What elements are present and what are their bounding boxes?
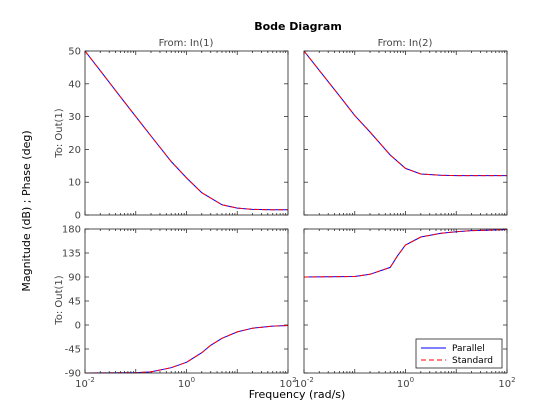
- x-tick-label: 102: [498, 376, 515, 390]
- plot-area: [304, 51, 507, 215]
- panel-magnitude-1: 0 10 20 30 40 50: [68, 47, 289, 222]
- legend-box: [415, 338, 503, 369]
- y-tick-label: 20: [68, 145, 81, 156]
- x-tick-label: 102: [279, 376, 296, 390]
- y-tick-label: -90: [65, 369, 81, 380]
- x-tick-label: 100: [178, 376, 195, 390]
- series-line-parallel: [84, 325, 289, 374]
- plot-frame: [84, 228, 289, 374]
- plot-frame: [303, 50, 508, 216]
- y-tick-label: -45: [65, 345, 81, 356]
- panel-magnitude-2: [303, 50, 508, 216]
- chart-title: Bode Diagram: [254, 20, 342, 33]
- y-tick-label: 0: [75, 211, 81, 222]
- x-tick-label: 10-2: [294, 376, 314, 390]
- y-tick-label: 30: [68, 112, 81, 123]
- x-tick-label: 10-2: [75, 376, 95, 390]
- row-label-phase: To: Out(1): [54, 275, 65, 325]
- plot-frame: [84, 50, 289, 216]
- plot-area: [85, 51, 288, 215]
- legend-label-standard: Standard: [452, 356, 493, 366]
- series-line-standard: [303, 229, 508, 278]
- series-line-standard: [303, 50, 507, 177]
- panel-phase-1: -90 -45 0 45 90 135 180 10-2 100 102: [62, 225, 297, 391]
- x-axis-label: Frequency (rad/s): [249, 388, 346, 401]
- series-line-standard: [84, 50, 288, 211]
- y-tick-label: 90: [68, 273, 81, 284]
- y-axis-label: Magnitude (dB) ; Phase (deg): [20, 130, 33, 291]
- legend: Parallel Standard: [415, 338, 503, 369]
- column-title-in1: From: In(1): [159, 38, 214, 49]
- plot-frame: [303, 228, 508, 374]
- y-tick-label: 40: [68, 79, 81, 90]
- column-title-in2: From: In(2): [378, 38, 433, 49]
- plot-area: [85, 229, 288, 373]
- y-tick-label: 45: [68, 297, 81, 308]
- row-label-magnitude: To: Out(1): [54, 108, 65, 158]
- x-tick-label: 100: [397, 376, 414, 390]
- y-tick-label: 10: [68, 178, 81, 189]
- y-tick-label: 50: [68, 47, 81, 58]
- y-tick-label: 180: [62, 225, 81, 236]
- y-tick-label: 0: [75, 321, 81, 332]
- y-tick-label: 135: [62, 249, 81, 260]
- legend-label-parallel: Parallel: [452, 344, 485, 354]
